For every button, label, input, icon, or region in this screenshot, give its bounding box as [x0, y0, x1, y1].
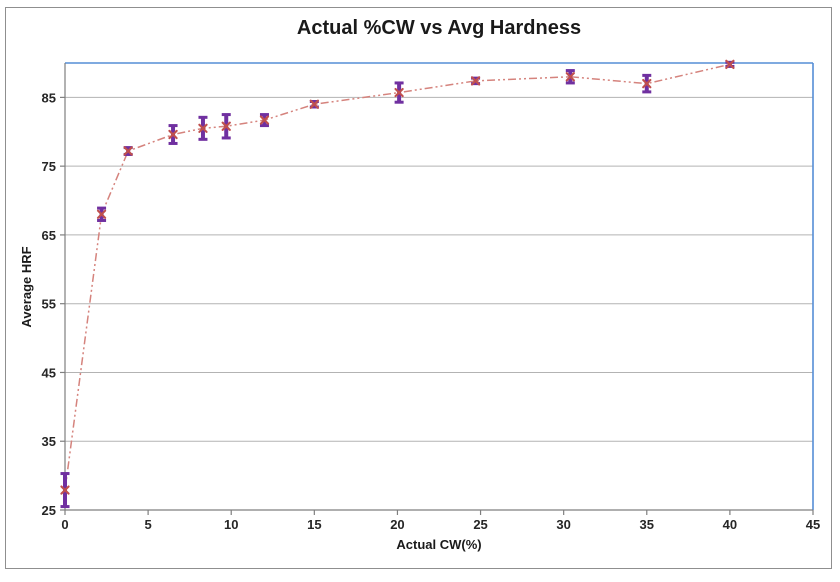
svg-text:25: 25 [42, 503, 56, 518]
svg-text:0: 0 [61, 517, 68, 532]
svg-text:10: 10 [224, 517, 238, 532]
y-tick-labels: 25 35 45 55 65 75 85 [42, 90, 56, 518]
svg-text:25: 25 [473, 517, 487, 532]
plot-border [65, 62, 814, 510]
gridlines [65, 96, 813, 442]
svg-text:55: 55 [42, 297, 56, 312]
error-bars [60, 60, 735, 509]
svg-text:35: 35 [42, 434, 56, 449]
svg-text:75: 75 [42, 159, 56, 174]
svg-text:65: 65 [42, 228, 56, 243]
svg-text:40: 40 [723, 517, 737, 532]
svg-text:35: 35 [640, 517, 654, 532]
svg-text:20: 20 [390, 517, 404, 532]
x-tick-labels: 0 5 10 15 20 25 30 35 40 45 [61, 517, 820, 532]
y-axis-title: Average HRF [19, 246, 34, 328]
data-point-markers [60, 59, 735, 495]
svg-text:15: 15 [307, 517, 321, 532]
svg-text:45: 45 [42, 365, 56, 380]
x-axis-title: Actual CW(%) [396, 537, 482, 552]
svg-text:85: 85 [42, 90, 56, 105]
svg-text:45: 45 [806, 517, 820, 532]
series-line [64, 63, 731, 491]
svg-text:5: 5 [144, 517, 151, 532]
svg-text:30: 30 [556, 517, 570, 532]
chart-title: Actual %CW vs Avg Hardness [296, 17, 582, 39]
axes [60, 63, 814, 515]
figure-border [5, 7, 832, 569]
